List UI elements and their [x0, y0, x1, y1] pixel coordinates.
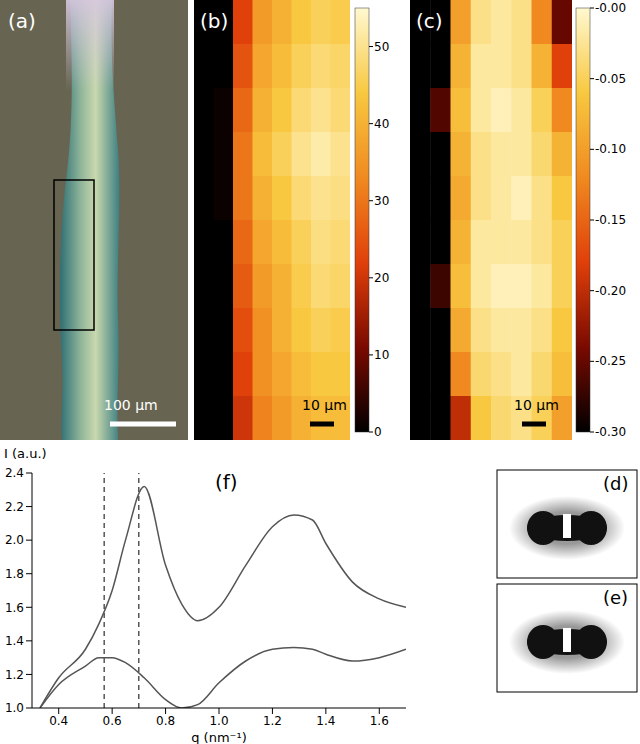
svg-text:-0.30: -0.30	[595, 425, 626, 439]
svg-text:-0.05: -0.05	[595, 72, 626, 86]
svg-text:1.2: 1.2	[263, 714, 282, 728]
svg-text:-0.10: -0.10	[595, 142, 626, 156]
svg-text:1.4: 1.4	[5, 634, 24, 648]
svg-text:10: 10	[374, 348, 389, 362]
svg-text:q (nm⁻¹): q (nm⁻¹)	[191, 730, 247, 744]
svg-text:1.4: 1.4	[316, 714, 335, 728]
svg-text:100 µm: 100 µm	[104, 397, 158, 413]
svg-text:1.0: 1.0	[5, 701, 24, 715]
html-text:(f): (f)	[215, 470, 238, 494]
svg-text:-0.00: -0.00	[595, 1, 626, 15]
svg-text:-0.15: -0.15	[595, 213, 626, 227]
svg-text:1.6: 1.6	[370, 714, 389, 728]
svg-text:1.2: 1.2	[5, 668, 24, 682]
svg-text:0.4: 0.4	[49, 714, 68, 728]
svg-text:-0.25: -0.25	[595, 354, 626, 368]
html-text:I (a.u.): I (a.u.)	[4, 446, 47, 461]
svg-text:30: 30	[374, 194, 389, 208]
svg-text:(b): (b)	[200, 9, 228, 33]
svg-text:(d): (d)	[603, 473, 628, 494]
svg-text:40: 40	[374, 117, 389, 131]
svg-text:2.2: 2.2	[5, 500, 24, 514]
svg-text:10 µm: 10 µm	[302, 397, 347, 413]
svg-text:-0.20: -0.20	[595, 284, 626, 298]
svg-text:1.6: 1.6	[5, 601, 24, 615]
svg-text:0: 0	[374, 425, 382, 439]
svg-text:1.8: 1.8	[5, 567, 24, 581]
svg-text:(e): (e)	[603, 587, 628, 608]
svg-text:2.0: 2.0	[5, 533, 24, 547]
svg-text:10 µm: 10 µm	[514, 397, 559, 413]
svg-text:1.0: 1.0	[209, 714, 228, 728]
svg-text:(a): (a)	[8, 9, 36, 33]
svg-text:20: 20	[374, 271, 389, 285]
svg-text:50: 50	[374, 40, 389, 54]
svg-text:0.6: 0.6	[103, 714, 122, 728]
svg-text:(c): (c)	[416, 9, 443, 33]
svg-text:2.4: 2.4	[5, 466, 24, 480]
svg-text:0.8: 0.8	[156, 714, 175, 728]
